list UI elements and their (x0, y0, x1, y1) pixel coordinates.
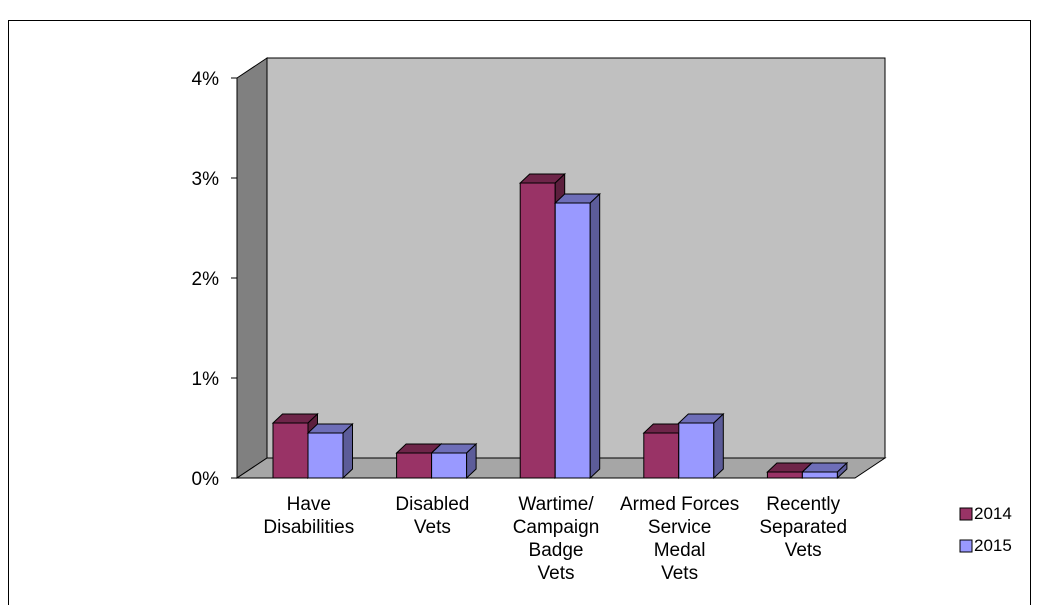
bar-front (272, 422, 309, 479)
x-tick-label-line: Recently (766, 494, 840, 515)
x-tick-label: Armed Forces Service Medal Vets (620, 494, 739, 584)
x-tick-label: Recently Separated Vets (759, 494, 847, 561)
x-tick-label-line: Vets (414, 517, 451, 538)
x-tick-label: Have Disabilities (263, 494, 354, 538)
legend-swatch-2014 (959, 507, 973, 521)
x-tick-label-line: Disabled (395, 494, 469, 515)
legend-swatch-2015 (959, 539, 973, 553)
bar-front (643, 432, 680, 479)
x-tick-label: Disabled Vets (395, 494, 469, 538)
bar-front (431, 452, 468, 479)
bar-front (554, 202, 591, 479)
y-tick-label: 4% (192, 69, 220, 90)
bar-2015-4 (801, 461, 849, 480)
bar-side (466, 442, 477, 480)
bar-side (589, 192, 601, 480)
y-tick-label: 1% (192, 369, 220, 390)
bar-front (766, 471, 803, 479)
bar-2015-0 (306, 422, 354, 480)
x-tick-label-line: Campaign (513, 517, 600, 538)
legend-label-2014: 2014 (974, 504, 1012, 523)
bar-side (342, 422, 353, 480)
x-tick-label-line: Vets (661, 563, 698, 584)
legend: 2014 2015 (959, 504, 1012, 555)
x-tick-label-line: Armed Forces (620, 494, 739, 515)
legend-label-2015: 2015 (974, 536, 1012, 555)
bar-front (307, 432, 344, 479)
x-tick-label-line: Medal (654, 540, 706, 561)
bar-front (801, 471, 838, 479)
x-tick-label-line: Service (648, 517, 711, 538)
x-tick-label-line: Separated (759, 517, 847, 538)
bar-front (519, 182, 556, 479)
x-tick-label-line: Have (287, 494, 331, 515)
y-tick-label: 3% (192, 169, 220, 190)
bar-front (678, 422, 715, 479)
bar-2015-1 (430, 442, 478, 480)
y-tick-label: 2% (192, 269, 220, 290)
x-tick-label-line: Wartime/ (518, 494, 594, 515)
bar-2015-3 (677, 412, 725, 480)
x-tick-label-line: Vets (785, 540, 822, 561)
bars (271, 172, 849, 480)
bar-side (713, 412, 724, 480)
y-axis: 0% 1% 2% 3% 4% (192, 69, 238, 490)
side-wall (236, 57, 268, 479)
x-tick-label-line: Vets (538, 563, 575, 584)
bar-side (836, 461, 848, 480)
bar-front (396, 452, 433, 479)
x-tick-label-line: Disabilities (263, 517, 354, 538)
x-tick-label: Wartime/Campaign Badge Vets (513, 494, 600, 584)
x-tick-label-line: Badge (529, 540, 584, 561)
bar-2015-2 (553, 192, 601, 480)
y-tick-label: 0% (192, 469, 220, 490)
